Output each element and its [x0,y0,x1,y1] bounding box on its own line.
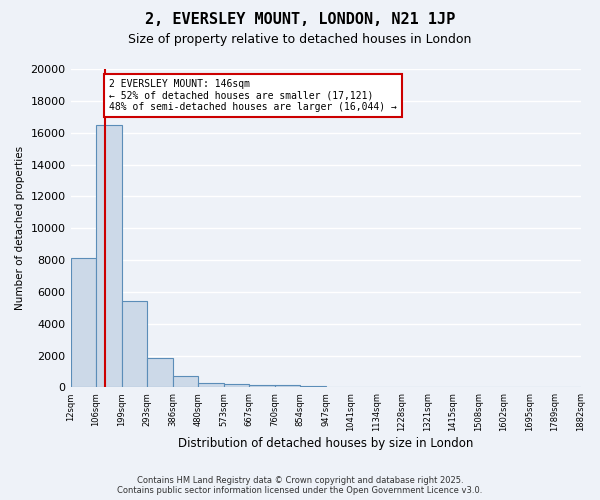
Bar [224,384,249,388]
Bar [300,386,326,388]
Text: 2, EVERSLEY MOUNT, LONDON, N21 1JP: 2, EVERSLEY MOUNT, LONDON, N21 1JP [145,12,455,28]
X-axis label: Distribution of detached houses by size in London: Distribution of detached houses by size … [178,437,473,450]
Bar [147,358,173,388]
Bar [249,385,275,388]
Text: Contains HM Land Registry data © Crown copyright and database right 2025.
Contai: Contains HM Land Registry data © Crown c… [118,476,482,495]
Text: Size of property relative to detached houses in London: Size of property relative to detached ho… [128,32,472,46]
Bar [122,302,147,388]
Bar [96,124,122,388]
Y-axis label: Number of detached properties: Number of detached properties [15,146,25,310]
Bar [326,386,351,388]
Bar [71,258,96,388]
Text: 2 EVERSLEY MOUNT: 146sqm
← 52% of detached houses are smaller (17,121)
48% of se: 2 EVERSLEY MOUNT: 146sqm ← 52% of detach… [109,78,397,112]
Bar [275,385,300,388]
Bar [173,376,198,388]
Bar [198,382,224,388]
